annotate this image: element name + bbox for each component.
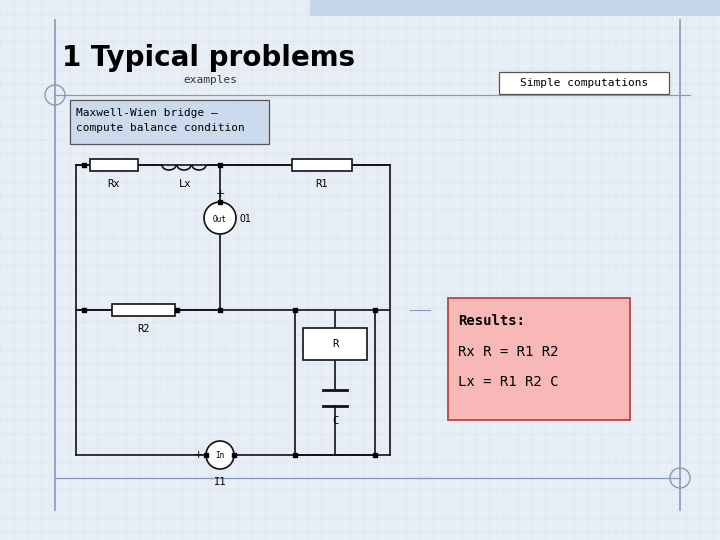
Text: R1: R1 — [316, 179, 328, 189]
Text: Lx = R1 R2 C: Lx = R1 R2 C — [458, 375, 559, 389]
FancyBboxPatch shape — [70, 100, 269, 144]
Text: In: In — [215, 451, 225, 461]
Text: Simple computations: Simple computations — [520, 78, 648, 88]
Circle shape — [206, 441, 234, 469]
Text: Results:: Results: — [458, 314, 525, 328]
Text: examples: examples — [183, 75, 237, 85]
Bar — [112, 304, 175, 316]
FancyBboxPatch shape — [448, 298, 630, 420]
Bar — [310, 0, 720, 16]
Text: C: C — [332, 416, 338, 426]
Text: Rx R = R1 R2: Rx R = R1 R2 — [458, 345, 559, 359]
Text: +: + — [215, 189, 225, 199]
Text: 1 Typical problems: 1 Typical problems — [62, 44, 355, 72]
Text: R2: R2 — [138, 324, 150, 334]
Text: R: R — [332, 339, 338, 349]
Bar — [90, 159, 138, 171]
Text: Lx: Lx — [179, 179, 192, 189]
Text: I1: I1 — [214, 477, 226, 487]
Bar — [303, 328, 367, 360]
Text: +: + — [194, 450, 203, 460]
Bar — [292, 159, 352, 171]
FancyBboxPatch shape — [499, 72, 669, 94]
Text: O1: O1 — [239, 214, 251, 224]
Text: Maxwell-Wien bridge –
compute balance condition: Maxwell-Wien bridge – compute balance co… — [76, 108, 245, 133]
Text: Rx: Rx — [108, 179, 120, 189]
Circle shape — [204, 202, 236, 234]
Text: Out: Out — [213, 214, 227, 224]
